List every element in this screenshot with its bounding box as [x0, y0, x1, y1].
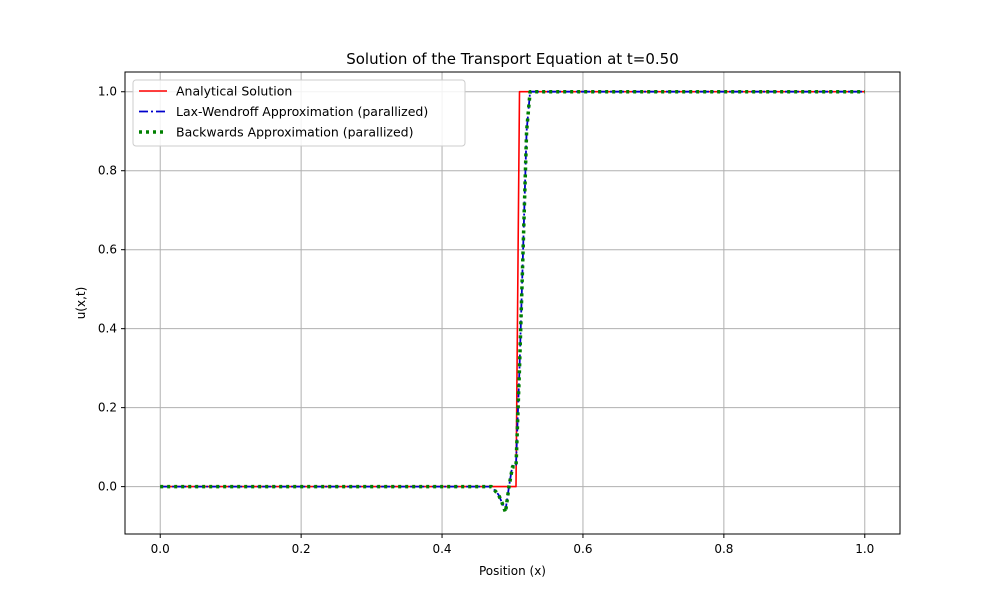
x-tick-label: 1.0: [855, 542, 874, 556]
chart-title: Solution of the Transport Equation at t=…: [346, 50, 679, 68]
y-tick-label: 0.0: [98, 480, 117, 494]
y-tick-label: 0.6: [98, 243, 117, 257]
x-tick-label: 0.8: [714, 542, 733, 556]
y-tick-label: 0.2: [98, 401, 117, 415]
y-tick-label: 1.0: [98, 85, 117, 99]
legend: Analytical Solution Lax-Wendroff Approxim…: [132, 79, 466, 147]
x-tick-label: 0.0: [151, 542, 170, 556]
legend-label-2: Backwards Approximation (parallized): [176, 125, 414, 140]
ticks: 0.0 0.2 0.4 0.6 0.8 1.0 0.0 0.2 0.4 0.6 0.8 1.0: [98, 85, 874, 556]
x-tick-label: 0.6: [573, 542, 592, 556]
x-tick-label: 0.4: [432, 542, 451, 556]
series-line-2: [160, 89, 865, 515]
series-line-1: [160, 90, 865, 512]
y-tick-label: 0.4: [98, 322, 117, 336]
x-tick-label: 0.2: [292, 542, 311, 556]
axes-frame: [124, 71, 901, 535]
legend-label-1: Lax-Wendroff Approximation (parallized): [176, 104, 428, 119]
y-axis-label: u(x,t): [74, 287, 88, 320]
x-axis-label: Position (x): [479, 564, 546, 578]
y-tick-label: 0.8: [98, 164, 117, 178]
legend-label-0: Analytical Solution: [176, 84, 292, 99]
series-lines: [160, 89, 865, 515]
legend-box: [132, 79, 466, 147]
series-line-0: [160, 90, 865, 488]
